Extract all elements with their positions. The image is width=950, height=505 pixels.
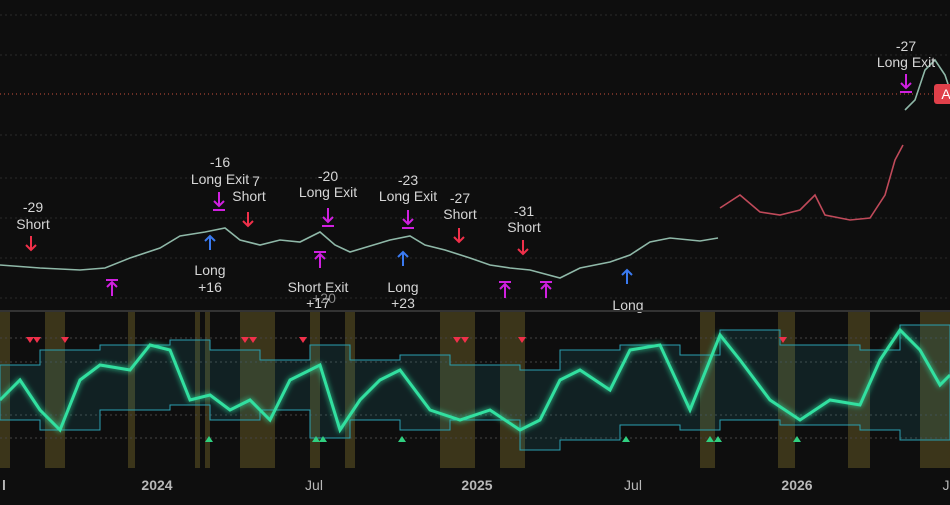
signal-label: Long Exit — [299, 184, 357, 200]
oscillator-markers — [26, 337, 801, 442]
signal-pnl: -29 — [23, 199, 43, 215]
signal-label: Long — [612, 297, 643, 313]
price-tag-text: A — [941, 86, 950, 102]
price-grid — [0, 14, 950, 299]
x-axis-label: J — [943, 477, 950, 493]
x-axis-label: Jul — [305, 477, 323, 493]
price-line — [719, 144, 904, 221]
price-tag — [934, 84, 950, 104]
signal-pnl: +23 — [391, 295, 415, 311]
signal-label: Long Exit — [191, 171, 249, 187]
signal-pnl: +17 — [306, 295, 330, 311]
signal-label: Short Exit — [288, 279, 349, 295]
price-line — [0, 227, 719, 279]
signal-label: Short — [443, 206, 477, 222]
signal-labels: -29 Short Long +16 -16 Long Exit 7 Short… — [16, 38, 935, 313]
session-bands — [0, 312, 950, 468]
signal-label: Short — [16, 216, 50, 232]
signal-label: Long Exit — [877, 54, 935, 70]
signal-pnl: 7 — [252, 173, 260, 189]
signal-label: Long — [387, 279, 418, 295]
x-axis-label: 2026 — [781, 477, 812, 493]
signal-label: Short — [507, 219, 541, 235]
x-axis-label: 2024 — [141, 477, 172, 493]
signal-label: Short — [232, 188, 266, 204]
signal-pnl: -27 — [896, 38, 916, 54]
signal-pnl: -23 — [398, 172, 418, 188]
signal-pnl: -20 — [318, 168, 338, 184]
signal-label: Long Exit — [379, 188, 437, 204]
x-axis: l 2024 Jul 2025 Jul 2026 J — [2, 477, 949, 493]
x-axis-label: l — [2, 477, 6, 493]
signal-pnl: -16 — [210, 154, 230, 170]
signal-pnl: +16 — [198, 279, 222, 295]
signal-pnl: +20 — [312, 290, 336, 306]
x-axis-label: 2025 — [461, 477, 492, 493]
signal-label: Long — [194, 262, 225, 278]
price-line — [904, 58, 950, 111]
signal-pnl: -31 — [514, 203, 534, 219]
signal-arrows — [25, 74, 912, 298]
signal-pnl: -27 — [450, 190, 470, 206]
x-axis-label: Jul — [624, 477, 642, 493]
oscillator-line — [0, 327, 950, 434]
